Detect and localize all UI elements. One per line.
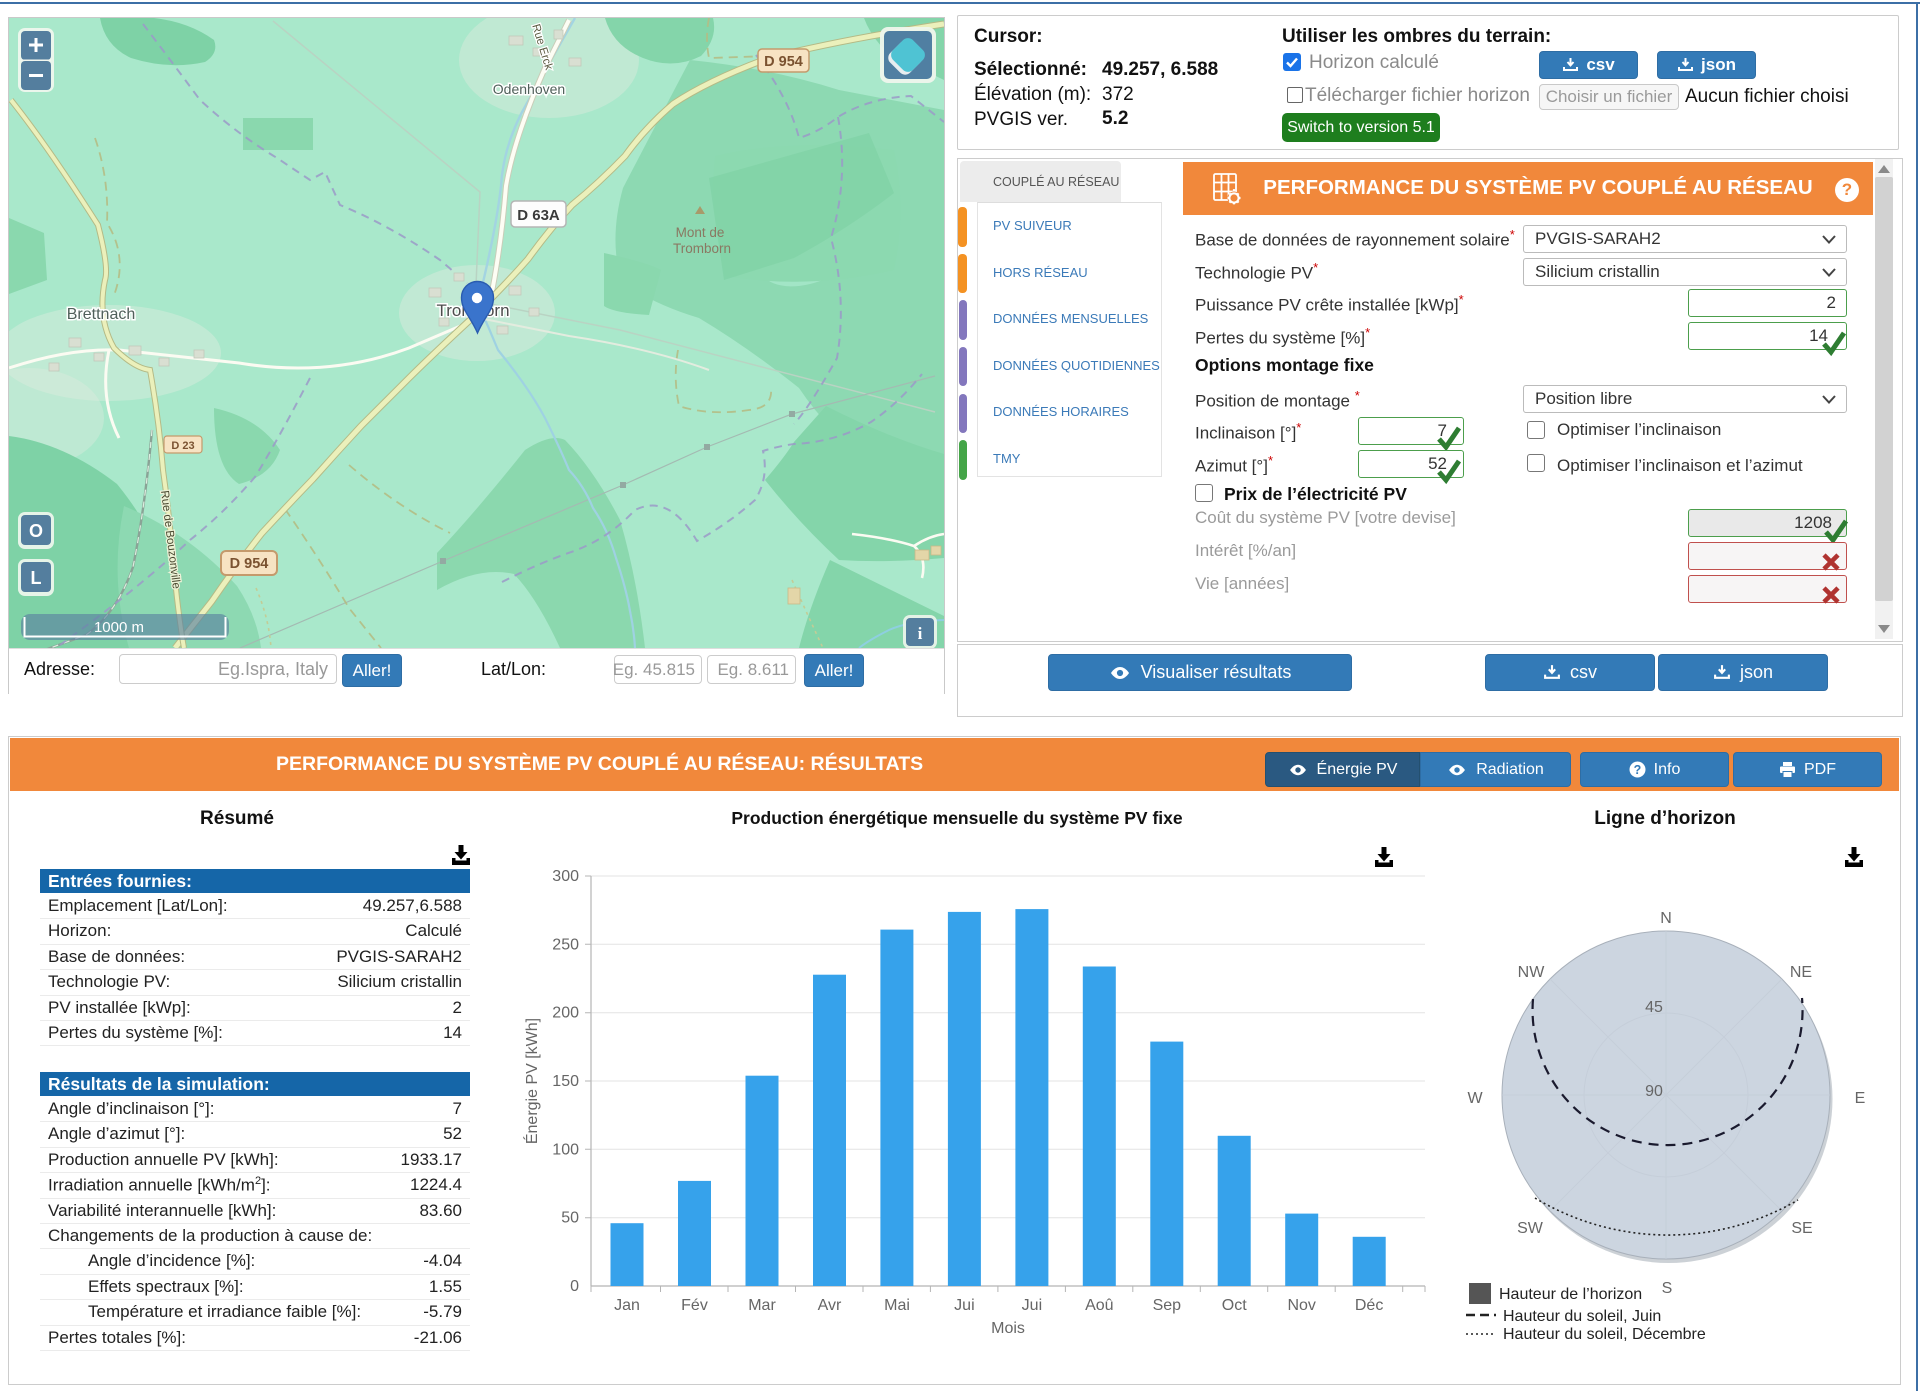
svg-text:Résumé: Résumé [200,808,274,829]
svg-text:45: 45 [1645,999,1663,1016]
svg-text:Jan: Jan [614,1297,640,1314]
svg-text:D 954: D 954 [764,54,803,70]
svg-text:Fév: Fév [681,1297,708,1314]
svg-text:Hauteur du soleil, Juin: Hauteur du soleil, Juin [1503,1308,1661,1325]
svg-text:Mai: Mai [884,1297,910,1314]
svg-text:NE: NE [1790,964,1812,981]
svg-text:Production énergétique mensuel: Production énergétique mensuelle du syst… [731,808,1183,828]
svg-text:Jui: Jui [954,1297,974,1314]
svg-text:SW: SW [1517,1220,1544,1237]
svg-text:200: 200 [552,1005,579,1022]
svg-text:SE: SE [1791,1220,1812,1237]
svg-text:Odenhoven: Odenhoven [493,81,565,97]
svg-text:Mar: Mar [748,1297,776,1314]
svg-text:Aoû: Aoû [1085,1297,1113,1314]
svg-text:Hauteur de l’horizon: Hauteur de l’horizon [1499,1286,1642,1303]
svg-text:Tromborn: Tromborn [673,241,731,256]
svg-text:Nov: Nov [1287,1297,1315,1314]
svg-text:E: E [1855,1090,1866,1107]
svg-text:Hauteur du soleil, Décembre: Hauteur du soleil, Décembre [1503,1326,1706,1343]
svg-text:Déc: Déc [1355,1297,1383,1314]
svg-text:300: 300 [552,868,579,885]
svg-text:D 63A: D 63A [517,207,560,224]
svg-text:N: N [1660,910,1672,927]
svg-text:Mont de: Mont de [676,225,725,240]
svg-text:50: 50 [561,1210,579,1227]
svg-text:D 954: D 954 [230,556,269,572]
svg-text:250: 250 [552,936,579,953]
svg-text:0: 0 [570,1278,579,1295]
svg-text:Jui: Jui [1022,1297,1042,1314]
svg-text:i: i [918,624,923,643]
svg-text:NW: NW [1518,964,1546,981]
svg-text:Sep: Sep [1153,1297,1182,1314]
svg-text:Énergie PV [kWh]: Énergie PV [kWh] [522,1018,541,1144]
svg-text:Ligne d’horizon: Ligne d’horizon [1594,808,1735,829]
svg-text:O: O [29,521,43,541]
svg-text:Avr: Avr [818,1297,842,1314]
svg-text:150: 150 [552,1073,579,1090]
svg-text:S: S [1662,1280,1673,1297]
svg-text:90: 90 [1645,1083,1663,1100]
svg-text:Oct: Oct [1222,1297,1247,1314]
svg-text:1000 m: 1000 m [94,619,144,636]
svg-text:D 23: D 23 [171,440,194,452]
svg-text:W: W [1467,1090,1483,1107]
svg-text:Brettnach: Brettnach [67,306,135,323]
svg-text:100: 100 [552,1141,579,1158]
svg-text:Mois: Mois [991,1320,1025,1337]
svg-text:?: ? [1633,763,1641,777]
svg-text:L: L [31,568,42,588]
